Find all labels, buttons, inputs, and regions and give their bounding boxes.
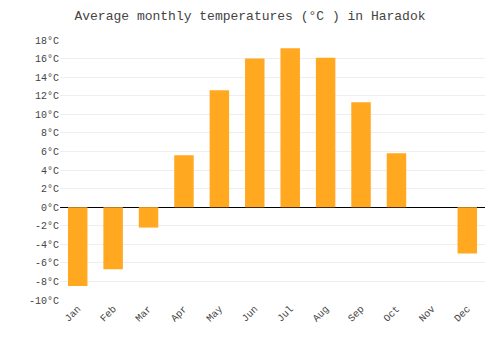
svg-text:2°C: 2°C: [41, 184, 59, 195]
svg-text:Jan: Jan: [63, 304, 84, 325]
svg-text:4°C: 4°C: [41, 166, 59, 177]
svg-text:Mar: Mar: [134, 304, 155, 325]
svg-text:-10°C: -10°C: [29, 296, 59, 307]
svg-text:Sep: Sep: [346, 304, 367, 325]
svg-text:Aug: Aug: [311, 304, 332, 325]
svg-text:6°C: 6°C: [41, 147, 59, 158]
svg-text:-4°C: -4°C: [35, 240, 59, 251]
svg-text:Feb: Feb: [98, 304, 119, 325]
svg-text:Nov: Nov: [417, 304, 438, 325]
svg-text:12°C: 12°C: [35, 91, 59, 102]
svg-text:8°C: 8°C: [41, 128, 59, 139]
svg-text:-8°C: -8°C: [35, 277, 59, 288]
svg-text:Jun: Jun: [240, 304, 261, 325]
svg-text:16°C: 16°C: [35, 54, 59, 65]
svg-text:May: May: [205, 304, 226, 325]
svg-text:18°C: 18°C: [35, 36, 59, 47]
svg-text:-2°C: -2°C: [35, 221, 59, 232]
svg-text:Jul: Jul: [275, 304, 296, 325]
svg-text:Oct: Oct: [382, 304, 403, 325]
svg-text:Average monthly temperatures (: Average monthly temperatures (°C ) in Ha…: [74, 9, 425, 24]
svg-text:-6°C: -6°C: [35, 258, 59, 269]
svg-text:14°C: 14°C: [35, 73, 59, 84]
svg-text:10°C: 10°C: [35, 110, 59, 121]
svg-text:0°C: 0°C: [41, 203, 59, 214]
svg-text:Dec: Dec: [452, 304, 473, 325]
svg-text:Apr: Apr: [169, 304, 190, 325]
